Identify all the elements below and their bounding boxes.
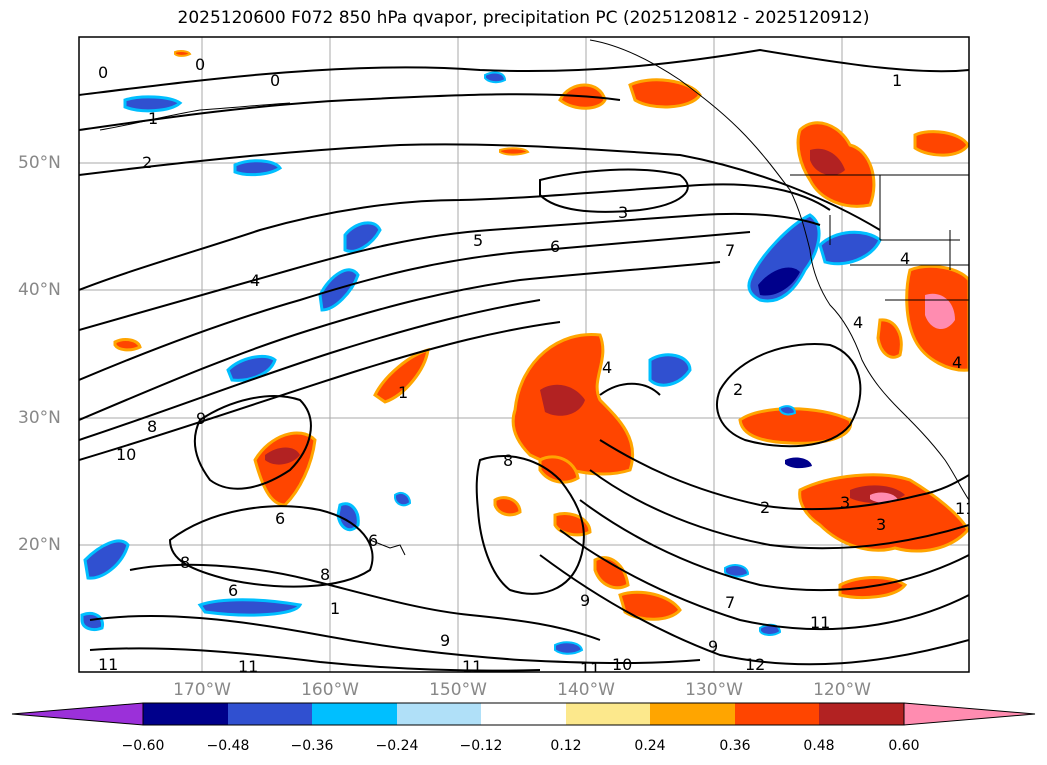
contour-label: 1 [330,599,340,618]
contour-label: 1 [398,383,408,402]
colorbar [11,702,1036,726]
contour-label: 2 [733,380,743,399]
colorbar-tick-label: 0.24 [634,738,666,754]
colorbar-segment [819,703,904,725]
colorbar-segment [312,703,397,725]
colorbar-tick-label: −0.36 [290,738,334,754]
lon-label: 120°W [813,680,871,700]
colorbar-tick-label: −0.12 [459,738,503,754]
coastlines [99,39,969,556]
contour-label: 8 [147,417,157,436]
contour-label: 12 [745,655,765,674]
contour-label: 11 [98,655,118,674]
contour-label: 1 [892,71,902,90]
colorbar-tick-label: 0.60 [888,738,920,754]
colorbar-tick-label: 0.12 [550,738,582,754]
contour-label: 11 [955,499,975,518]
colorbar-right-arrow [903,702,1036,726]
precip-negative [80,71,882,655]
contour-label: 7 [725,241,735,260]
contour-label: 9 [196,409,206,428]
contour-label: 9 [708,637,718,656]
contour-label: 3 [840,493,850,512]
contour-label: 8 [180,553,190,572]
lon-label: 150°W [429,680,487,700]
colorbar-tick-label: 0.36 [719,738,751,754]
contour-label: 0 [98,63,108,82]
contour-label: 5 [473,231,483,250]
lon-label: 140°W [557,680,615,700]
contour-label: 9 [440,631,450,650]
colorbar-segment [566,703,650,725]
contour-label: 4 [853,313,863,332]
colorbar-segment [228,703,312,725]
colorbar-tick-label: −0.60 [121,738,165,754]
contour-label: 4 [250,271,260,290]
contour-label: 2 [142,153,152,172]
colorbar-segment [481,703,566,725]
lat-label: 20°N [18,535,61,555]
contour-label: 3 [876,515,886,534]
contour-label: 4 [602,358,612,377]
contour-label: 6 [228,581,238,600]
lon-label: 160°W [301,680,359,700]
colorbar-left-arrow [11,702,144,726]
contour-label: 4 [952,353,962,372]
lat-label: 50°N [18,153,61,173]
colorbar-frame [142,702,905,726]
contour-label: 6 [368,531,378,550]
contour-labels: 0 0 0 1 1 2 3 4 5 6 7 4 4 4 2 2 3 3 4 8 … [98,55,975,678]
contour-label: 8 [320,565,330,584]
contour-label: 10 [612,655,632,674]
contour-label: 0 [270,71,280,90]
colorbar-segment [143,703,228,725]
lon-label: 170°W [173,680,231,700]
contour-label: 8 [503,451,513,470]
contour-label: 11 [580,659,600,678]
contour-label: 1 [148,109,158,128]
map-title: 2025120600 F072 850 hPa qvapor, precipit… [177,8,870,28]
contour-label: 6 [275,509,285,528]
colorbar-segment [735,703,819,725]
contour-label: 0 [195,55,205,74]
lat-label: 30°N [18,408,61,428]
contour-label: 11 [462,657,482,676]
contour-label: 10 [116,445,136,464]
plot-frame [78,36,970,673]
lon-label: 130°W [685,680,743,700]
colorbar-tick-label: −0.48 [206,738,250,754]
colorbar-segment [397,703,481,725]
contour-label: 11 [810,613,830,632]
colorbar-tick-label: −0.24 [375,738,419,754]
colorbar-tick-label: 0.48 [803,738,835,754]
contour-label: 11 [238,657,258,676]
contour-label: 3 [618,203,628,222]
lat-label: 40°N [18,280,61,300]
contour-label: 4 [900,249,910,268]
contour-label: 6 [550,237,560,256]
contour-label: 7 [725,593,735,612]
qvapor-contours [79,48,969,672]
contour-label: 9 [580,591,590,610]
colorbar-segment [650,703,735,725]
contour-label: 2 [760,498,770,517]
